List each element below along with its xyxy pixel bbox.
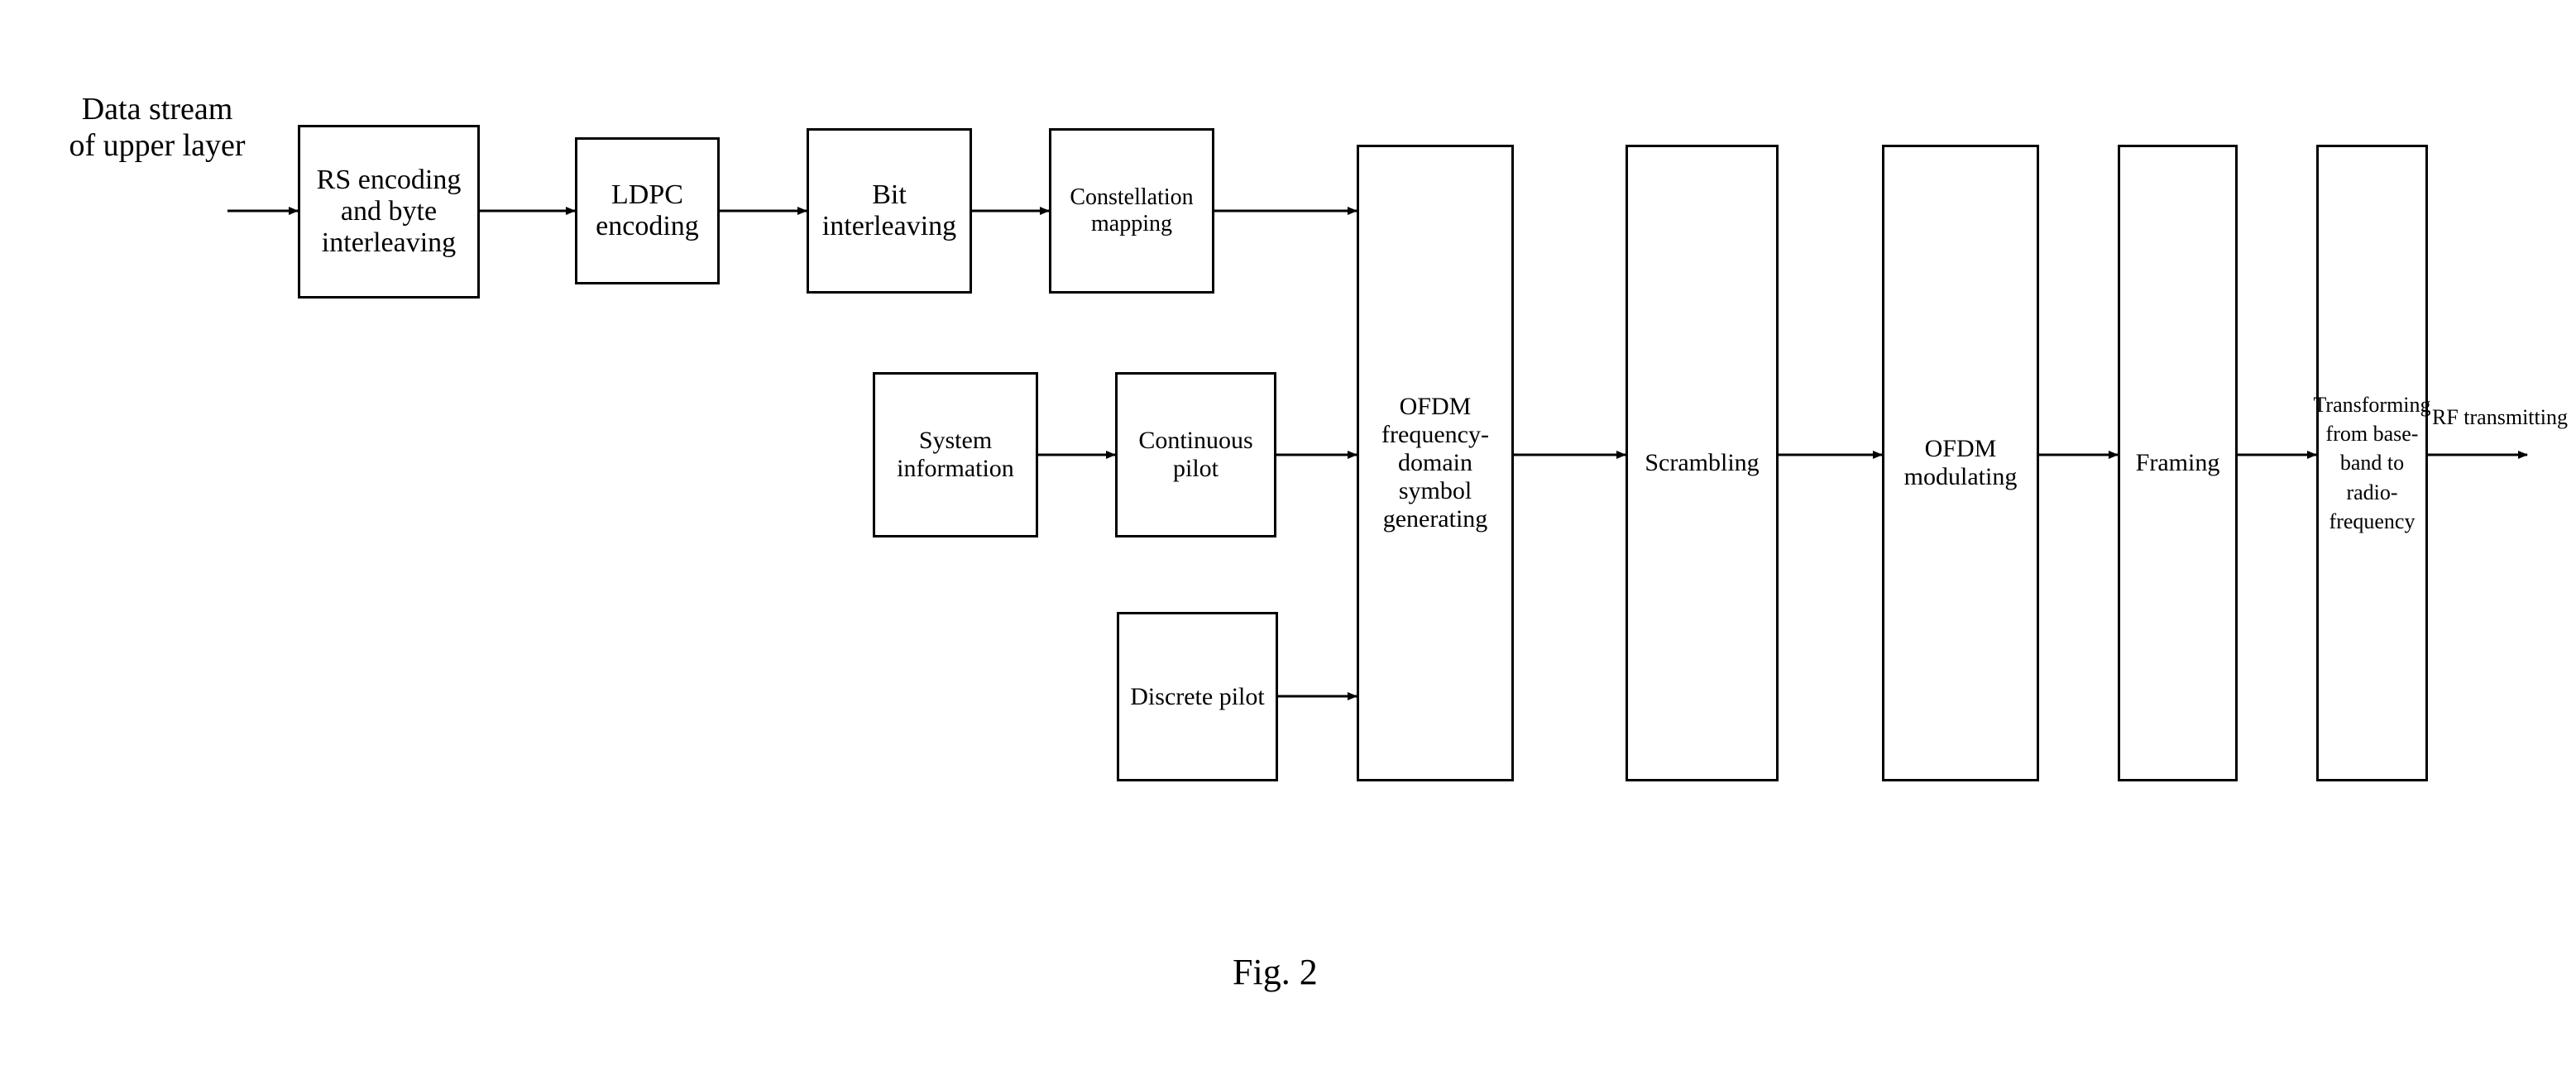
node-bit-interleaving: Bit interleaving bbox=[807, 128, 972, 294]
node-system-information: System information bbox=[873, 372, 1038, 537]
figure-canvas: Data stream of upper layer RS encoding a… bbox=[0, 0, 2576, 1070]
node-rs-encoding-label: RS encoding and byte interleaving bbox=[307, 165, 471, 259]
node-constellation-mapping-label: Constellation mapping bbox=[1058, 184, 1205, 237]
node-constellation-mapping: Constellation mapping bbox=[1049, 128, 1214, 294]
node-bit-interleaving-label: Bit interleaving bbox=[816, 179, 963, 242]
node-framing-label: Framing bbox=[2136, 449, 2220, 477]
node-scrambling: Scrambling bbox=[1626, 145, 1779, 781]
node-continuous-pilot-label: Continuous pilot bbox=[1124, 427, 1267, 483]
node-ldpc-encoding-label: LDPC encoding bbox=[584, 179, 711, 242]
input-label: Data stream of upper layer bbox=[33, 91, 281, 164]
node-ofdm-modulating-label: OFDM modulating bbox=[1891, 435, 2030, 491]
node-continuous-pilot: Continuous pilot bbox=[1115, 372, 1276, 537]
node-ofdm-modulating: OFDM modulating bbox=[1882, 145, 2039, 781]
figure-caption: Fig. 2 bbox=[1233, 951, 1318, 993]
node-rs-encoding: RS encoding and byte interleaving bbox=[298, 125, 480, 299]
node-ofdm-symbol-generating-label: OFDM frequency- domain symbol generating bbox=[1366, 393, 1505, 533]
node-transforming: Transforming from base- band to radio- f… bbox=[2316, 145, 2428, 781]
node-discrete-pilot: Discrete pilot bbox=[1117, 612, 1278, 781]
node-ofdm-symbol-generating: OFDM frequency- domain symbol generating bbox=[1357, 145, 1514, 781]
node-system-information-label: System information bbox=[882, 427, 1029, 483]
node-transforming-label: Transforming from base- band to radio- f… bbox=[2313, 390, 2430, 535]
node-scrambling-label: Scrambling bbox=[1645, 449, 1759, 477]
node-ldpc-encoding: LDPC encoding bbox=[575, 137, 720, 284]
output-label: RF transmitting bbox=[2432, 405, 2573, 430]
node-discrete-pilot-label: Discrete pilot bbox=[1130, 683, 1264, 711]
node-framing: Framing bbox=[2118, 145, 2238, 781]
